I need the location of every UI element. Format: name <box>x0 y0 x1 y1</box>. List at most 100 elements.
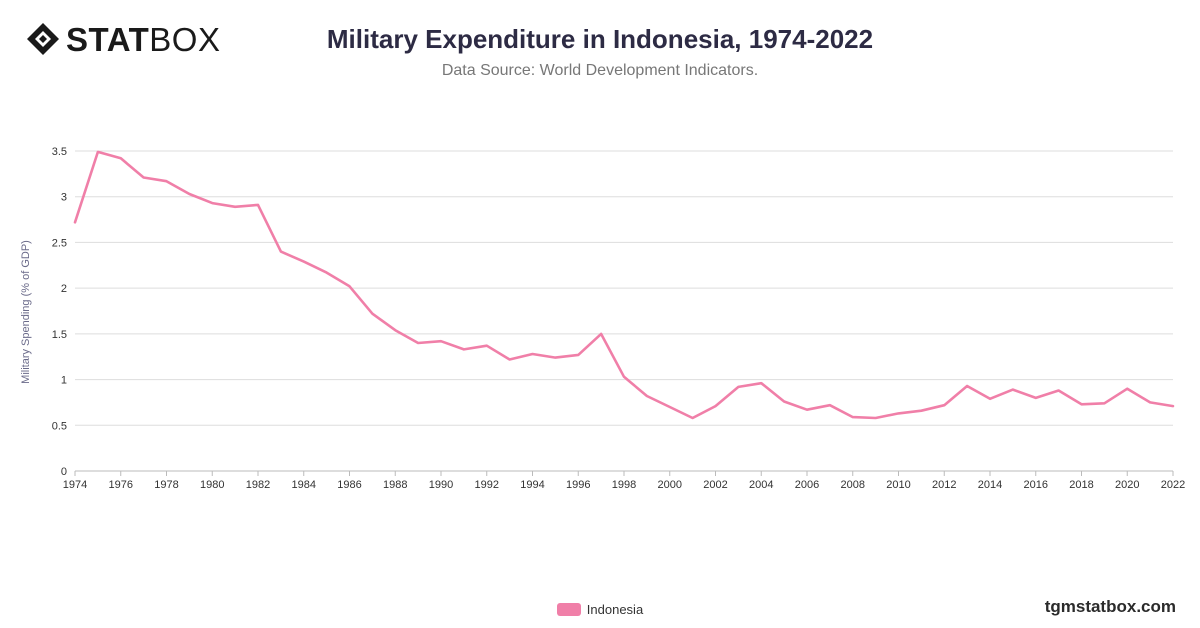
data-point[interactable] <box>801 404 813 416</box>
y-tick-label: 2 <box>61 283 67 295</box>
series-line-indonesia[interactable] <box>73 150 1175 420</box>
data-point[interactable] <box>69 216 81 228</box>
data-point[interactable] <box>252 199 264 211</box>
data-point[interactable] <box>641 390 653 402</box>
data-point[interactable] <box>687 412 699 424</box>
x-tick-label: 2002 <box>703 479 727 491</box>
data-point[interactable] <box>618 371 630 383</box>
y-tick-label: 1 <box>61 375 67 387</box>
data-point[interactable] <box>778 396 790 408</box>
data-point[interactable] <box>1167 400 1179 412</box>
data-point[interactable] <box>161 175 173 187</box>
logo-text-stat: STAT <box>66 20 150 58</box>
x-tick-label: 1984 <box>292 479 316 491</box>
x-tick-label: 2016 <box>1024 479 1048 491</box>
x-tick-label: 2004 <box>749 479 773 491</box>
data-point[interactable] <box>732 381 744 393</box>
data-point[interactable] <box>229 201 241 213</box>
y-tick-label: 1.5 <box>52 329 67 341</box>
y-tick-label: 2.5 <box>52 237 67 249</box>
data-point[interactable] <box>1098 397 1110 409</box>
x-tick-label: 2012 <box>932 479 956 491</box>
data-point[interactable] <box>755 377 767 389</box>
x-tick-label: 1992 <box>475 479 499 491</box>
data-point[interactable] <box>984 393 996 405</box>
x-tick-label: 1982 <box>246 479 270 491</box>
x-tick-label: 1978 <box>154 479 178 491</box>
x-tick-label: 1986 <box>337 479 361 491</box>
x-tick-label: 1976 <box>109 479 133 491</box>
x-tick-label: 2006 <box>795 479 819 491</box>
diamond-logo-icon <box>27 23 59 55</box>
data-point[interactable] <box>275 246 287 258</box>
logo-text-box: BOX <box>149 20 221 58</box>
data-point[interactable] <box>206 197 218 209</box>
data-point[interactable] <box>664 401 676 413</box>
x-tick-label: 2000 <box>658 479 682 491</box>
series-lines <box>69 146 1179 424</box>
watermark: tgmstatbox.com <box>1044 597 1176 616</box>
data-point[interactable] <box>527 348 539 360</box>
data-point[interactable] <box>893 407 905 419</box>
data-point[interactable] <box>481 340 493 352</box>
data-point[interactable] <box>1076 398 1088 410</box>
legend-label-indonesia: Indonesia <box>586 602 644 617</box>
statbox-logo: STATBOX <box>26 22 220 56</box>
data-point[interactable] <box>366 308 378 320</box>
x-tick-label: 2022 <box>1161 479 1185 491</box>
data-point[interactable] <box>1007 384 1019 396</box>
data-point[interactable] <box>183 188 195 200</box>
y-axis-label: Military Spending (% of GDP) <box>20 240 32 384</box>
data-point[interactable] <box>389 324 401 336</box>
data-point[interactable] <box>344 280 356 292</box>
legend[interactable]: Indonesia <box>0 602 1200 617</box>
y-tick-label: 0.5 <box>52 420 67 432</box>
x-tick-label: 1996 <box>566 479 590 491</box>
data-point[interactable] <box>298 256 310 268</box>
x-tick-label: 1974 <box>63 479 87 491</box>
x-tick-label: 1988 <box>383 479 407 491</box>
x-tick-label: 1998 <box>612 479 636 491</box>
data-point[interactable] <box>504 353 516 365</box>
y-axis-ticks: 0 0.5 1 1.5 2 2.5 3 3.5 <box>52 146 67 478</box>
data-point[interactable] <box>938 399 950 411</box>
x-tick-label: 2018 <box>1069 479 1093 491</box>
x-tick-label: 1990 <box>429 479 453 491</box>
x-tick-label: 1994 <box>520 479 544 491</box>
data-point[interactable] <box>870 412 882 424</box>
data-point[interactable] <box>458 343 470 355</box>
legend-swatch-indonesia <box>556 603 581 616</box>
data-point[interactable] <box>1144 396 1156 408</box>
chart-title: Military Expenditure in Indonesia, 1974-… <box>326 24 874 54</box>
x-axis-ticks: 1974 1976 1978 1980 1982 1984 1986 1988 1990 1992… <box>63 471 1185 491</box>
data-point[interactable] <box>1030 392 1042 404</box>
chart-subtitle: Data Source: World Development Indicator… <box>441 62 759 79</box>
data-point[interactable] <box>572 349 584 361</box>
y-tick-label: 3 <box>61 192 67 204</box>
data-point[interactable] <box>1121 383 1133 395</box>
data-point[interactable] <box>435 335 447 347</box>
gridlines <box>75 150 1173 472</box>
y-tick-label: 0 <box>61 466 67 478</box>
data-point[interactable] <box>915 405 927 417</box>
x-tick-label: 2010 <box>886 479 910 491</box>
logo-wordmark: STATBOX <box>66 23 220 56</box>
data-point[interactable] <box>961 380 973 392</box>
data-point[interactable] <box>321 267 333 279</box>
data-point[interactable] <box>138 172 150 184</box>
data-point[interactable] <box>115 152 127 164</box>
data-point[interactable] <box>92 146 104 158</box>
data-point[interactable] <box>847 411 859 423</box>
x-tick-label: 2014 <box>978 479 1002 491</box>
x-tick-label: 2008 <box>841 479 865 491</box>
data-point[interactable] <box>412 337 424 349</box>
x-tick-label: 1980 <box>200 479 224 491</box>
data-point[interactable] <box>1053 385 1065 397</box>
x-tick-label: 2020 <box>1115 479 1139 491</box>
y-tick-label: 3.5 <box>52 146 67 158</box>
data-point[interactable] <box>824 399 836 411</box>
data-point[interactable] <box>549 352 561 364</box>
data-point[interactable] <box>710 400 722 412</box>
data-point[interactable] <box>595 328 607 340</box>
